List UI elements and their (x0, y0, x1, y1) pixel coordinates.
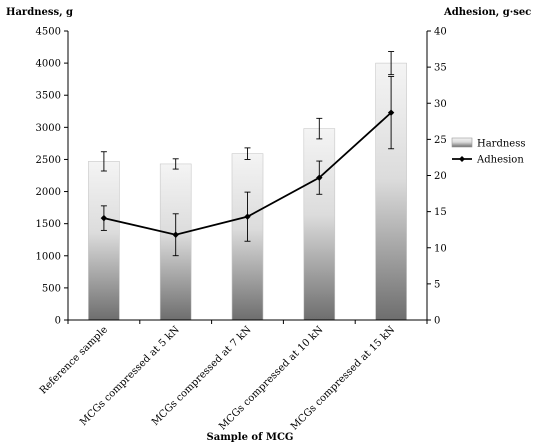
left-axis-title: Hardness, g (6, 7, 73, 18)
right-tick-label: 30 (434, 99, 447, 110)
adhesion-point-1 (100, 214, 108, 222)
category-label-1: Reference sample (38, 324, 110, 396)
left-tick-label: 3500 (36, 91, 61, 102)
hardness-bar-4 (303, 128, 336, 321)
hardness-error-bar-1 (100, 151, 107, 172)
hardness-error-bar-5 (388, 51, 395, 76)
left-tick-label: 1500 (36, 219, 61, 230)
hardness-error-bar-3 (244, 147, 251, 160)
right-tick-label: 35 (434, 63, 447, 74)
right-tick-label: 10 (434, 243, 447, 254)
left-tick-label: 500 (42, 283, 61, 294)
x-axis-title: Sample of MCG (207, 432, 294, 443)
hardness-error-bar-2 (172, 158, 179, 170)
right-tick-label: 40 (434, 27, 447, 38)
hardness-error-bar-4 (316, 117, 323, 140)
adhesion-point-5 (387, 109, 395, 116)
adhesion-point-3 (244, 213, 251, 220)
right-tick-label: 5 (434, 279, 440, 290)
left-tick-label: 4000 (36, 59, 61, 70)
left-tick-label: 4500 (36, 27, 61, 38)
hardness-bar-1 (88, 161, 120, 321)
right-tick-label: 15 (434, 207, 447, 218)
right-tick-label: 20 (434, 171, 447, 182)
left-tick-label: 2000 (36, 187, 61, 198)
adhesion-point-4 (316, 174, 323, 181)
left-tick-label: 1000 (36, 251, 61, 262)
legend-label-hardness: Hardness (477, 139, 526, 150)
legend-label-adhesion: Adhesion (476, 155, 524, 166)
right-tick-label: 0 (434, 316, 440, 327)
legend-swatch-hardness (451, 137, 473, 148)
left-tick-label: 2500 (36, 155, 61, 166)
right-axis-title: Adhesion, g·sec (443, 7, 531, 18)
left-tick-label: 3000 (36, 123, 61, 134)
left-tick-label: 0 (55, 316, 61, 327)
right-tick-label: 25 (434, 135, 447, 146)
adhesion-point-2 (172, 231, 179, 238)
legend-swatch-adhesion-marker (459, 156, 465, 162)
